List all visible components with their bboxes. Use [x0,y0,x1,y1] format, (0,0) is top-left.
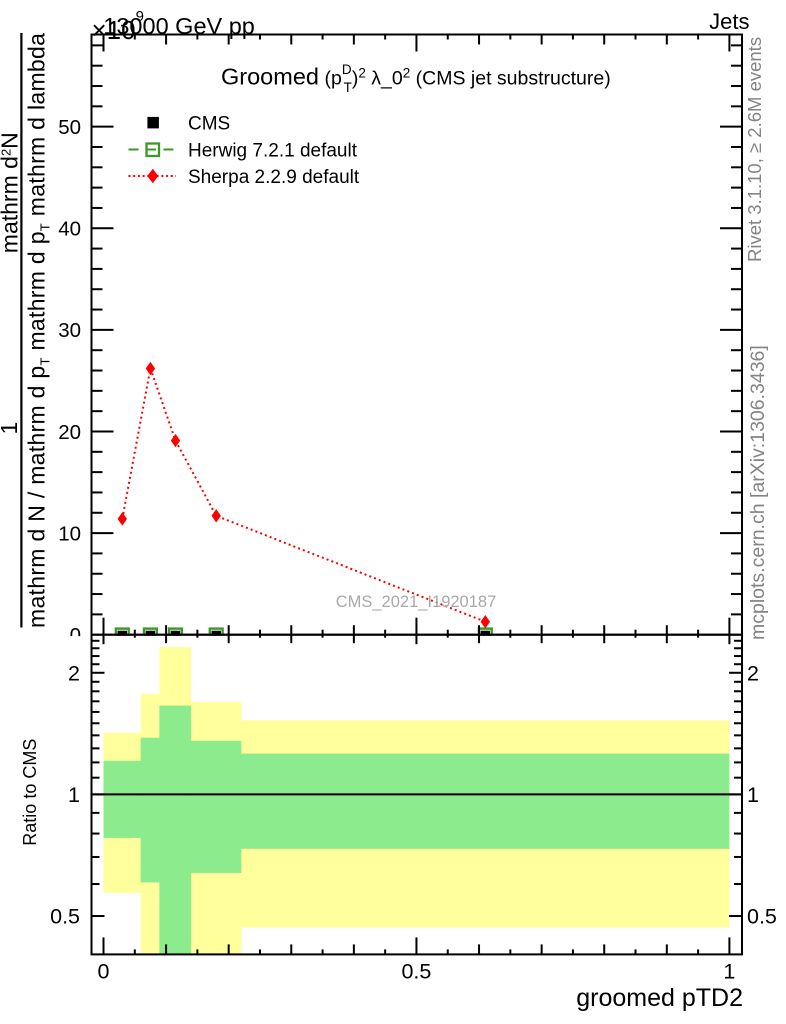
svg-text:1: 1 [723,960,735,984]
svg-text:1: 1 [747,783,759,807]
svg-text:1: 1 [68,783,80,807]
svg-text:CMS: CMS [188,113,230,134]
svg-text:(pDT)2 λ_02 (CMS jet substruct: (pD T)2 λ_02 (CMS jet substructure) [325,62,611,95]
svg-text:20: 20 [58,421,81,444]
svg-text:CMS_2021_I1920187: CMS_2021_I1920187 [336,593,497,611]
svg-text:Sherpa 2.2.9 default: Sherpa 2.2.9 default [188,167,360,188]
svg-text:mathrm d2N: mathrm d2N [0,132,23,253]
svg-text:10: 10 [58,522,81,545]
svg-text:30: 30 [58,319,81,342]
svg-text:2: 2 [68,661,80,685]
svg-text:0.5: 0.5 [747,905,777,929]
svg-text:1: 1 [0,422,22,435]
svg-text:Ratio to CMS: Ratio to CMS [20,739,40,846]
svg-text:Herwig 7.2.1 default: Herwig 7.2.1 default [188,140,358,161]
svg-text:0.5: 0.5 [50,905,80,929]
svg-text:mathrm d N / mathrm d pT mathr: mathrm d N / mathrm d pT mathrm d pT mat… [24,33,53,628]
svg-text:groomed pTD2: groomed pTD2 [576,984,743,1012]
svg-text:Jets: Jets [709,9,749,34]
svg-text:×109: ×109 [92,8,144,45]
svg-text:Rivet 3.1.10, ≥ 2.6M events: Rivet 3.1.10, ≥ 2.6M events [744,37,765,262]
svg-text:mcplots.cern.ch [arXiv:1306.34: mcplots.cern.ch [arXiv:1306.3436] [747,345,769,640]
svg-text:50: 50 [58,116,81,139]
svg-text:13000 GeV pp: 13000 GeV pp [103,13,255,39]
svg-text:40: 40 [58,218,81,241]
svg-text:0: 0 [70,624,81,647]
svg-text:2: 2 [747,661,759,685]
svg-text:Groomed: Groomed [221,64,319,90]
svg-text:0.5: 0.5 [401,960,431,984]
svg-text:0: 0 [98,960,110,984]
